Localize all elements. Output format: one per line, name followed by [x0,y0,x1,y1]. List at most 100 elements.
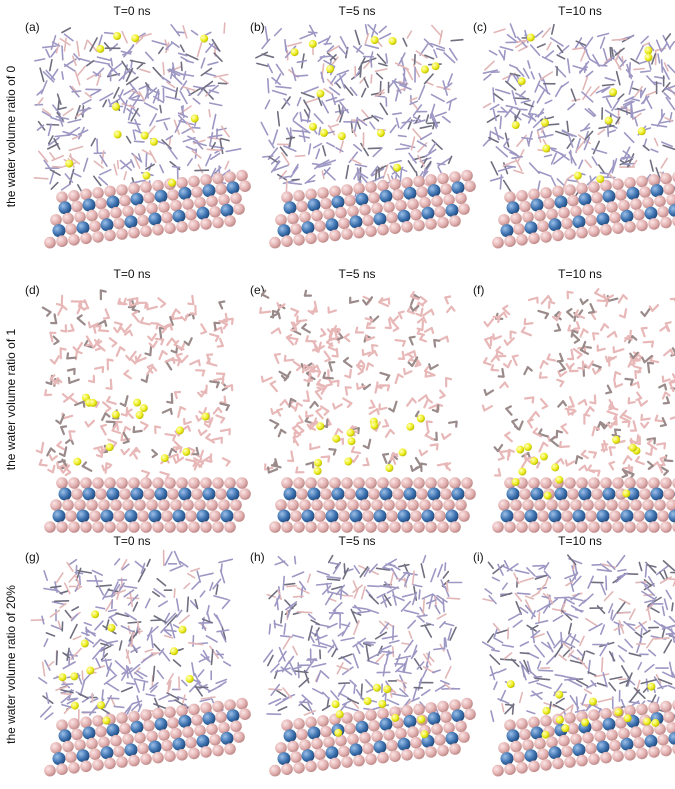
atom [154,487,168,501]
bond [72,172,82,178]
atom [206,195,218,207]
bond [391,315,400,323]
bond [575,141,585,152]
bond [574,313,586,319]
atom [200,702,212,714]
bond [519,606,529,614]
bond [514,157,523,172]
bond [634,85,644,97]
bond [643,578,653,587]
bond [640,581,649,587]
bond [293,321,301,328]
bond [225,460,231,467]
bond [281,152,290,165]
bond [610,609,614,620]
atom [648,521,660,533]
bond [334,98,345,103]
bond [322,691,330,700]
atom [277,752,291,766]
bond [441,115,451,124]
bond [632,420,638,432]
bond [304,415,310,423]
bond [122,431,130,443]
bond [529,44,541,56]
atom [594,202,606,215]
atom [323,499,335,511]
bond [431,139,443,150]
bond [536,583,546,595]
atom [314,748,326,760]
bond [77,107,92,112]
bond [55,419,62,425]
bond [91,569,103,576]
bond [187,572,196,579]
bond [310,619,321,626]
bond [306,573,311,584]
bond [99,154,108,167]
atom [305,232,317,245]
bond [190,29,199,36]
ion [555,690,564,699]
atom [386,739,398,752]
atom [648,174,660,186]
bond [553,596,571,599]
atom [413,477,425,489]
bond [573,338,581,344]
atom [445,203,459,217]
bond [313,417,318,425]
bond [325,96,338,102]
bond [557,400,565,408]
bond [408,152,417,164]
bond [396,678,408,685]
bond [403,572,411,587]
atom [137,510,149,522]
atom [119,194,131,207]
atom [161,510,173,522]
bond [49,609,61,618]
bond [270,327,280,335]
atom [600,223,612,236]
bond [482,69,499,74]
bond [41,108,52,116]
bond [654,419,666,423]
atom [461,477,473,489]
bond [408,336,414,346]
atom [124,743,138,757]
atom [663,183,675,195]
atom [331,487,345,501]
bond [77,129,89,136]
bond [339,101,350,114]
bond [659,576,672,584]
ion [96,44,105,53]
bond [174,456,185,464]
ion [105,443,114,452]
bond [415,50,428,59]
atom [52,509,66,523]
bond [102,649,105,659]
bond [87,419,96,428]
bond [386,384,391,392]
bond [307,143,312,155]
bond [209,380,220,384]
bond [307,625,313,641]
bond [74,70,81,86]
bond [72,635,82,641]
bond [303,289,308,297]
bond [121,669,129,681]
atom [307,726,321,740]
bond [331,56,339,65]
bond [165,135,174,141]
bond [273,622,283,627]
bond [128,663,141,675]
bond [322,371,327,379]
bond [486,318,495,328]
bond [327,45,340,54]
atom [194,196,206,209]
bond [361,348,365,356]
atom [449,699,461,711]
atom [80,760,92,773]
bond [636,356,643,362]
bond [146,363,154,369]
bond [526,366,533,372]
bond [185,87,192,96]
